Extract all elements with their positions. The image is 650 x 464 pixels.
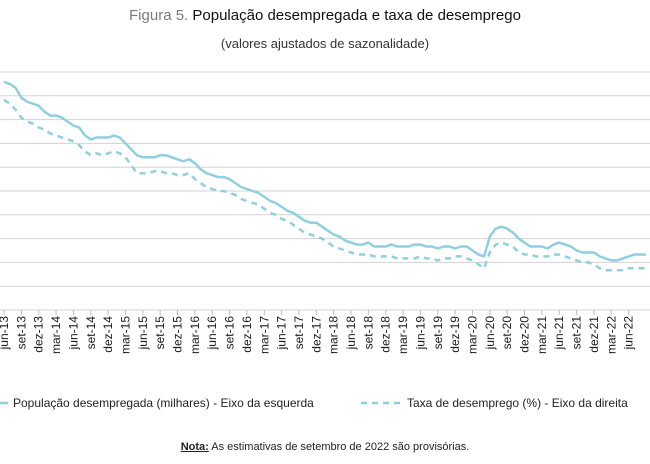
x-tick-label: set-16 — [223, 316, 237, 350]
footnote: Nota: As estimativas de setembro de 2022… — [0, 441, 650, 453]
figure-title: População desempregada e taxa de desempr… — [192, 7, 521, 24]
x-tick-label: dez-16 — [240, 316, 254, 353]
chart-title: Figura 5. População desempregada e taxa … — [0, 7, 650, 24]
legend-dashed-swatch — [361, 401, 401, 405]
x-tick-label: dez-19 — [448, 316, 462, 353]
x-tick-label: mar-21 — [535, 316, 549, 354]
x-tick-label: jun-20 — [483, 316, 497, 351]
x-tick-label: set-20 — [500, 316, 514, 350]
x-tick-label: jun-16 — [205, 316, 219, 351]
x-tick-label: jun-21 — [552, 316, 566, 351]
chart-subtitle: (valores ajustados de sazonalidade) — [220, 36, 430, 51]
x-tick-label: jun-22 — [622, 316, 636, 351]
x-tick-label: set-21 — [570, 316, 584, 350]
x-tick-label: mar-20 — [465, 316, 479, 354]
x-tick-label: mar-22 — [604, 316, 618, 354]
chart-legend: População desempregada (milhares) - Eixo… — [0, 396, 650, 416]
legend-item-taxa: Taxa de desemprego (%) - Eixo da direita — [361, 396, 628, 410]
x-tick-label: jun-14 — [66, 316, 80, 351]
x-tick-label: set-17 — [292, 316, 306, 350]
x-tick-label: dez-21 — [587, 316, 601, 353]
x-tick-label: set-19 — [431, 316, 445, 350]
legend-item-populacao: População desempregada (milhares) - Eixo… — [0, 396, 314, 410]
legend-solid-swatch — [0, 401, 8, 405]
x-tick-label: mar-19 — [396, 316, 410, 354]
x-tick-label: mar-17 — [257, 316, 271, 354]
x-tick-label: jun-13 — [0, 316, 11, 351]
x-tick-label: mar-15 — [118, 316, 132, 354]
footnote-label: Nota: — [180, 441, 209, 453]
x-tick-label: set-13 — [14, 316, 28, 350]
x-tick-label: mar-18 — [327, 316, 341, 354]
x-tick-label: jun-18 — [344, 316, 358, 351]
x-tick-label: mar-14 — [49, 316, 63, 354]
x-tick-label: dez-15 — [171, 316, 185, 353]
x-tick-label: set-15 — [153, 316, 167, 350]
x-tick-label: jun-17 — [275, 316, 289, 351]
x-tick-label: dez-17 — [309, 316, 323, 353]
line-chart: jun-13 set-13 dez-13 mar-14 jun-14 set-14 dez-… — [0, 71, 650, 354]
x-tick-label: jun-19 — [413, 316, 427, 351]
x-tick-label: mar-16 — [188, 316, 202, 354]
legend-label-taxa: Taxa de desemprego (%) - Eixo da direita — [407, 396, 628, 410]
x-tick-label: set-14 — [84, 316, 98, 350]
figure-number: Figura 5. — [129, 7, 189, 24]
series-line-populacao — [3, 80, 646, 262]
x-tick-label: dez-14 — [101, 316, 115, 353]
footnote-text: As estimativas de setembro de 2022 são p… — [211, 441, 470, 453]
legend-label-populacao: População desempregada (milhares) - Eixo… — [13, 396, 314, 410]
x-tick-label: dez-18 — [379, 316, 393, 353]
x-tick-label: dez-13 — [32, 316, 46, 353]
x-tick-label: jun-15 — [136, 316, 150, 351]
x-tick-label: dez-20 — [518, 316, 532, 353]
series-line-taxa — [3, 98, 646, 272]
x-tick-label: set-18 — [361, 316, 375, 350]
